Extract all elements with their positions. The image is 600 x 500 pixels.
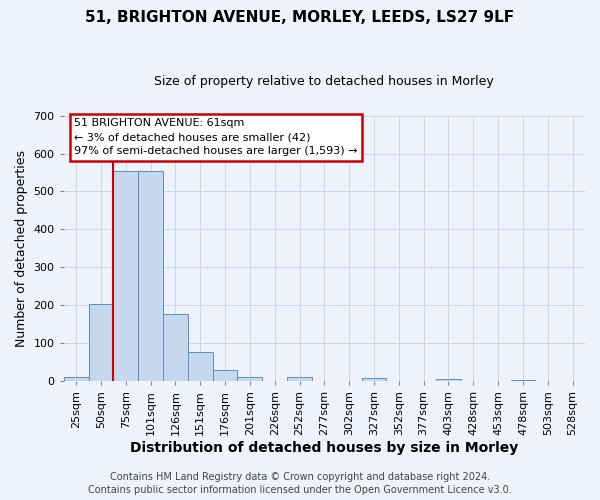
Bar (287, 378, 312, 382)
Text: 51, BRIGHTON AVENUE, MORLEY, LEEDS, LS27 9LF: 51, BRIGHTON AVENUE, MORLEY, LEEDS, LS27… (85, 10, 515, 25)
Bar (212, 370, 238, 382)
Title: Size of property relative to detached houses in Morley: Size of property relative to detached ho… (154, 75, 494, 88)
Bar (64, 376, 89, 382)
Bar (188, 352, 212, 382)
Bar (89, 304, 113, 382)
Bar (511, 380, 535, 382)
Bar (138, 170, 163, 382)
Text: 51 BRIGHTON AVENUE: 61sqm
← 3% of detached houses are smaller (42)
97% of semi-d: 51 BRIGHTON AVENUE: 61sqm ← 3% of detach… (74, 118, 358, 156)
Bar (113, 172, 138, 382)
Bar (163, 314, 188, 382)
X-axis label: Distribution of detached houses by size in Morley: Distribution of detached houses by size … (130, 441, 518, 455)
Text: Contains HM Land Registry data © Crown copyright and database right 2024.
Contai: Contains HM Land Registry data © Crown c… (88, 472, 512, 495)
Bar (238, 376, 262, 382)
Bar (436, 380, 461, 382)
Y-axis label: Number of detached properties: Number of detached properties (15, 150, 28, 347)
Bar (362, 378, 386, 382)
